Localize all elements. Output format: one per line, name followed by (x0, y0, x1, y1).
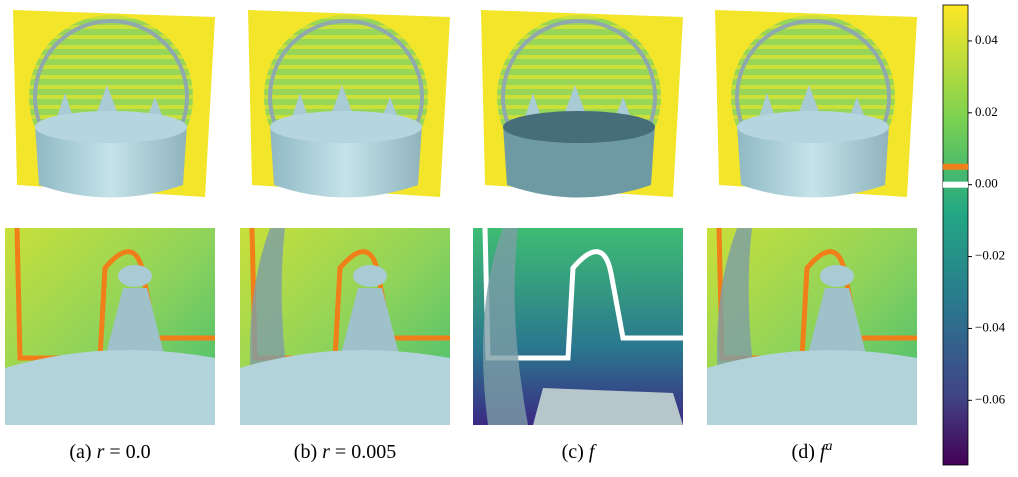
house (797, 85, 821, 117)
caption: (b) r = 0.005 (294, 441, 396, 463)
render-bottom (473, 227, 683, 425)
roof (707, 350, 917, 425)
caption-part: = 0.0 (109, 441, 150, 463)
caption: (d) fa (792, 439, 833, 463)
base-top (503, 111, 655, 143)
house (95, 85, 119, 117)
caption-part: = 0.005 (335, 441, 396, 463)
tick-label: −0.04 (975, 319, 1006, 334)
caption-part: r (97, 441, 105, 463)
ground (533, 388, 683, 425)
caption-part: (b) (294, 441, 317, 463)
caption-part: f (820, 441, 828, 463)
caption-part: f (589, 441, 597, 463)
level-band (943, 163, 968, 170)
wall (483, 228, 528, 425)
house (330, 85, 354, 117)
tower-top (820, 265, 854, 287)
caption: (a) r = 0.0 (69, 441, 150, 463)
caption-part: (d) (792, 441, 815, 463)
render-bottom (240, 227, 450, 425)
render-bottom (707, 227, 917, 425)
tower (105, 288, 165, 358)
roof (5, 350, 215, 425)
tick-label: −0.06 (975, 391, 1006, 406)
caption-part: a (825, 439, 832, 454)
render-top (248, 10, 450, 198)
caption: (c) f (562, 441, 597, 463)
tick-label: 0.02 (975, 104, 998, 119)
house (563, 85, 587, 117)
render-top (13, 10, 215, 198)
caption-part: r (322, 441, 330, 463)
base-top (737, 111, 889, 143)
tower-top (353, 265, 387, 287)
level-band (943, 181, 968, 188)
tick-label: 0.00 (975, 176, 998, 191)
base-top (35, 111, 187, 143)
roof (240, 350, 450, 425)
tower (807, 288, 867, 358)
panels (5, 10, 917, 425)
tower (340, 288, 400, 358)
render-top (481, 10, 683, 198)
colorbar (942, 4, 969, 466)
contour (482, 227, 683, 361)
caption-part: (a) (69, 441, 91, 463)
tick-label: 0.04 (975, 32, 998, 47)
render-top (715, 10, 917, 198)
base-top (270, 111, 422, 143)
tick-label: −0.02 (975, 248, 1005, 263)
tower-top (118, 265, 152, 287)
caption-part: (c) (562, 441, 584, 463)
render-bottom (5, 227, 215, 425)
